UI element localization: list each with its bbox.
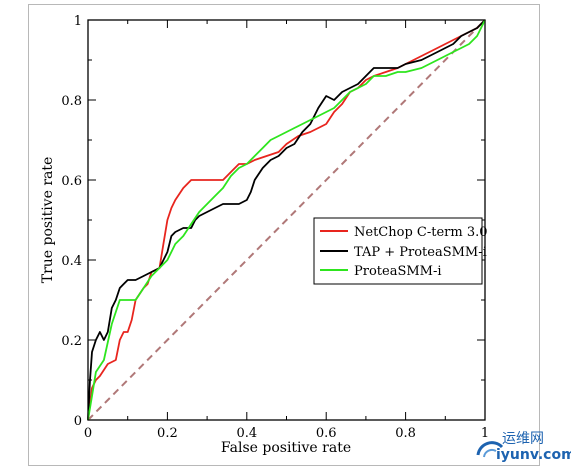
x-tick-label: 0.6 bbox=[316, 426, 337, 441]
series-line-tap-proteasmm bbox=[87, 19, 486, 421]
series-line-proteasmm bbox=[87, 19, 486, 421]
watermark-top-text: 运维网 bbox=[502, 431, 544, 447]
y-tick-label: 0.8 bbox=[61, 94, 82, 109]
x-tick-label: 0 bbox=[84, 426, 92, 441]
diagonal-reference-line bbox=[87, 19, 486, 421]
legend-label-tap: TAP + ProteaSMM-i bbox=[354, 245, 487, 260]
x-tick-label: 0.8 bbox=[395, 426, 416, 441]
x-tick-label: 1 bbox=[481, 426, 489, 441]
y-axis-label: True positive rate bbox=[40, 157, 56, 284]
x-tick-label: 0.4 bbox=[236, 426, 257, 441]
y-tick-label: 1 bbox=[74, 14, 82, 29]
y-tick-label: 0.4 bbox=[61, 254, 82, 269]
legend: NetChop C-term 3.0 TAP + ProteaSMM-i Pro… bbox=[313, 217, 488, 285]
series-line-netchop bbox=[87, 19, 486, 421]
legend-label-proteasmm: ProteaSMM-i bbox=[354, 264, 442, 279]
y-tick-label: 0 bbox=[74, 414, 82, 429]
x-axis-label: False positive rate bbox=[221, 440, 351, 456]
watermark-cloud-icon bbox=[476, 441, 504, 458]
y-tick-label: 0.6 bbox=[61, 174, 82, 189]
figure-frame bbox=[28, 4, 540, 466]
watermark-bottom-text: iyunv.com bbox=[496, 447, 571, 463]
legend-label-netchop: NetChop C-term 3.0 bbox=[354, 225, 488, 240]
y-tick-label: 0.2 bbox=[61, 334, 82, 349]
x-tick-label: 0.2 bbox=[157, 426, 178, 441]
